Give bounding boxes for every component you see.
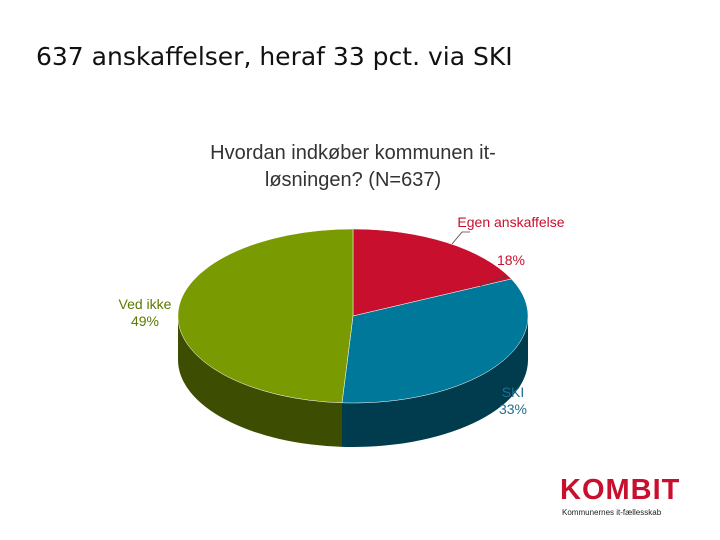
slide-title: 637 anskaffelser, heraf 33 pct. via SKI [36,42,513,71]
pie-slice [341,278,529,404]
chart-title: Hvordan indkøber kommunen it-løsningen? … [210,142,496,191]
pie-side [342,316,528,448]
leader-line [451,231,470,245]
logo: KOMBIT [560,474,681,506]
leader-line [479,275,507,287]
pie-slice [177,228,354,404]
category-label: Ved ikke [118,296,172,312]
value-label: 18% [496,252,526,268]
logo-tagline: Kommunernes it-fællesskab [562,508,662,517]
pie-slice [352,228,512,317]
category-label: Egen anskaffelse [457,214,565,230]
value-label: 49% [130,313,160,329]
category-label: SKI [501,384,525,400]
value-label: 33% [498,401,528,417]
pie-side [178,316,343,447]
